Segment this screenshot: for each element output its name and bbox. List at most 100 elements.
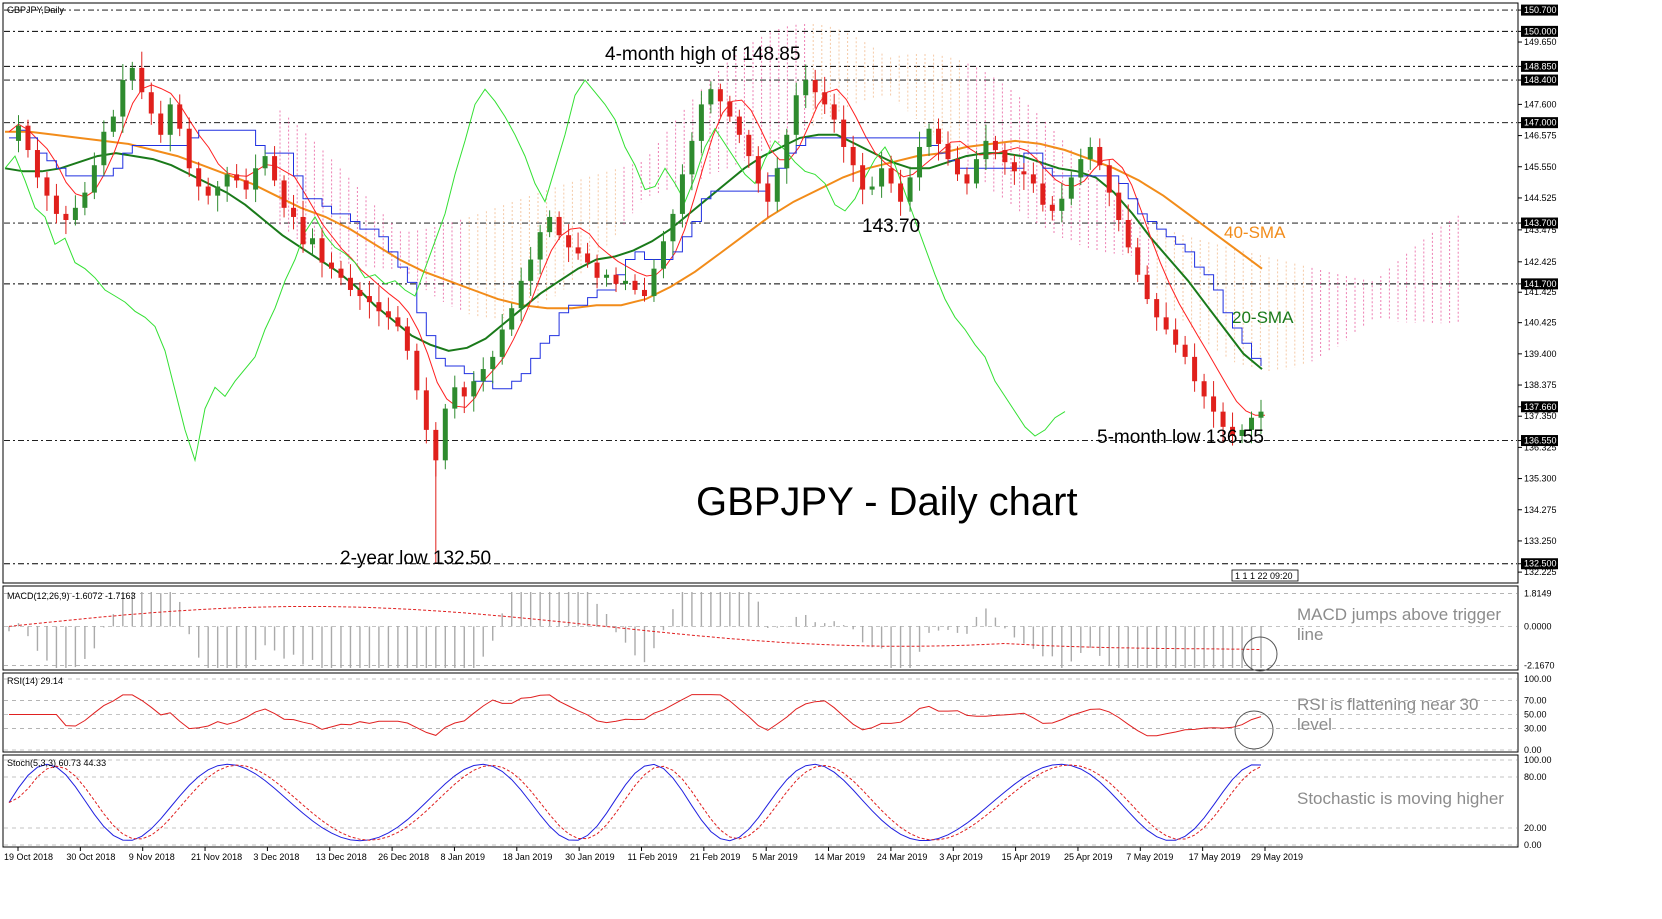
date-tick-label: 13 Dec 2018 [316, 852, 367, 862]
candle-body [1182, 344, 1188, 357]
candle-body [623, 280, 629, 284]
stoch-tick-label: 20.00 [1524, 823, 1547, 833]
candle-body [556, 216, 562, 236]
candle-body [167, 104, 173, 135]
candle-body [499, 329, 505, 357]
candle-body [414, 350, 420, 391]
candle-body [898, 183, 904, 202]
price-highlight-box [1521, 117, 1558, 129]
candle-body [1030, 174, 1036, 184]
price-tick-label: 148.850 [1524, 61, 1557, 71]
price-tick-label: 150.700 [1524, 5, 1557, 15]
candle-body [262, 156, 268, 169]
price-tick-label: 138.375 [1524, 380, 1557, 390]
candle-body [328, 262, 334, 269]
candle-body [1144, 274, 1150, 300]
price-tick-label: 133.250 [1524, 536, 1557, 546]
candle-body [1135, 247, 1141, 275]
candle-body [1220, 411, 1226, 427]
candle-body [537, 232, 543, 260]
candle-body [746, 134, 752, 157]
rsi-highlight-circle [1234, 710, 1274, 750]
candle-body [632, 280, 638, 290]
candle-body [518, 280, 524, 309]
candle-body [698, 104, 704, 141]
stoch-panel-frame [2, 754, 1519, 848]
price-tick-label: 132.225 [1524, 567, 1557, 577]
candle-body [357, 289, 363, 297]
candle-body [689, 140, 695, 175]
candle-body [784, 134, 790, 169]
candle-body [509, 308, 515, 330]
candle-body [812, 80, 818, 93]
candle-body [594, 262, 600, 278]
date-tick-label: 14 Mar 2019 [815, 852, 866, 862]
candle-body [822, 92, 828, 105]
candle-body [281, 180, 287, 208]
sma20-line [4, 133, 1263, 370]
candle-body [376, 302, 382, 312]
candle-body [888, 168, 894, 184]
candle-body [765, 183, 771, 202]
candle-body [1002, 150, 1008, 163]
candle-body [196, 168, 202, 187]
candle-body [120, 80, 126, 117]
candle-body [158, 113, 164, 135]
candle-body [234, 174, 240, 181]
rsi-tick-label: 100.00 [1524, 674, 1552, 684]
candle-body [1097, 146, 1103, 166]
candle-body [566, 235, 572, 248]
price-tick-label: 147.000 [1524, 118, 1557, 128]
candle-body [1059, 198, 1065, 211]
price-tick-label: 137.350 [1524, 411, 1557, 421]
price-tick-label: 132.500 [1524, 559, 1557, 569]
candle-body [613, 274, 619, 284]
date-tick-label: 21 Feb 2019 [690, 852, 741, 862]
candle-body [490, 356, 496, 370]
candle-body [1211, 396, 1217, 412]
candle-body [651, 268, 657, 297]
candle-body [1173, 329, 1179, 345]
candle-body [547, 216, 553, 233]
candle-body [452, 387, 458, 409]
candle-body [841, 119, 847, 147]
price-highlight-box [1521, 401, 1558, 413]
candle-body [25, 125, 31, 151]
price-tick-label: 139.400 [1524, 349, 1557, 359]
stoch-tick-label: 80.00 [1524, 772, 1547, 782]
price-tick-label: 147.600 [1524, 99, 1557, 109]
candle-body [186, 128, 192, 169]
macd-tick-label: -2.1670 [1524, 661, 1555, 671]
candle-body [423, 390, 429, 430]
candle-body [1011, 162, 1017, 172]
price-tick-label: 140.425 [1524, 318, 1557, 328]
annotation-143-70: 143.70 [862, 216, 920, 237]
candle-body [1154, 299, 1160, 318]
date-tick-label: 24 Mar 2019 [877, 852, 928, 862]
stoch-k-line [8, 763, 1262, 842]
candle-body [641, 289, 647, 297]
date-tick-label: 26 Dec 2018 [378, 852, 429, 862]
candle-body [803, 80, 809, 96]
rsi-note-line2: level [1297, 715, 1332, 734]
candle-body [101, 131, 107, 166]
date-tick-label: 18 Jan 2019 [503, 852, 553, 862]
annotation-4month-high: 4-month high of 148.85 [605, 44, 800, 65]
macd-highlight-circle [1242, 636, 1278, 672]
price-tick-label: 141.700 [1524, 279, 1557, 289]
rsi-panel-frame [2, 672, 1519, 753]
candle-body [63, 213, 69, 220]
main-panel-frame [2, 2, 1519, 584]
price-tick-label: 142.425 [1524, 257, 1557, 267]
price-tick-label: 136.550 [1524, 436, 1557, 446]
date-axis: 19 Oct 2018 30 Oct 2018 9 Nov 2018 21 Nov 2… [4, 847, 1303, 862]
candle-body [973, 159, 979, 184]
candle-body [774, 168, 780, 202]
date-tick-label: 15 Apr 2019 [1002, 852, 1051, 862]
candle-body [1230, 426, 1236, 436]
candle-body [717, 89, 723, 102]
candle-body [224, 174, 230, 187]
date-tick-label: 25 Apr 2019 [1064, 852, 1113, 862]
price-tick-label: 134.275 [1524, 505, 1557, 515]
